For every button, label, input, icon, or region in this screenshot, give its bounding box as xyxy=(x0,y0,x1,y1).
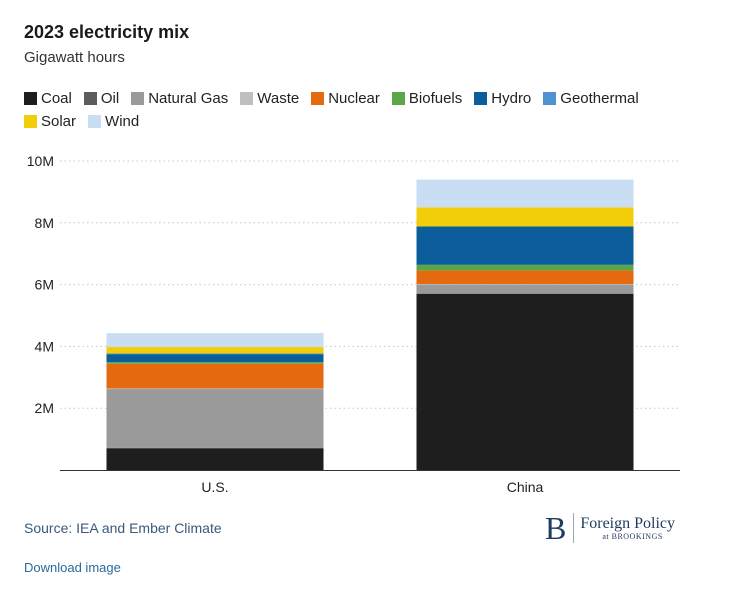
y-tick-label: 4M xyxy=(35,338,54,354)
bar-segment-waste xyxy=(106,388,324,390)
legend-swatch xyxy=(24,115,37,128)
legend-label: Biofuels xyxy=(408,90,463,107)
bar-segment-natural-gas xyxy=(416,284,634,294)
legend-label: Waste xyxy=(257,90,300,107)
legend-item: Hydro xyxy=(474,90,531,107)
bar-segment-hydro xyxy=(416,226,634,265)
legend-label: Coal xyxy=(41,90,72,107)
legend-swatch xyxy=(24,92,37,105)
y-tick-label: 10M xyxy=(27,153,54,169)
bar-segment-solar xyxy=(106,347,324,354)
legend-item: Waste xyxy=(240,90,299,107)
y-tick-label: 8M xyxy=(35,215,54,231)
bar-segment-coal xyxy=(106,448,324,470)
bar-segment-natural-gas xyxy=(106,389,324,448)
legend-swatch xyxy=(83,92,97,105)
logo-main-text: Foreign Policy xyxy=(580,514,676,532)
y-tick-label: 6M xyxy=(35,277,54,293)
legend-item: Biofuels xyxy=(391,90,463,107)
bar-segment-nuclear xyxy=(416,270,634,284)
chart-plot: 2M 4M 6M 8M 10M U.S. China xyxy=(27,153,680,495)
legend-swatch xyxy=(391,92,405,105)
legend-item: Coal xyxy=(24,90,72,107)
bar-segment-nuclear xyxy=(106,363,324,389)
chart-title: 2023 electricity mix xyxy=(24,22,190,42)
legend-swatch xyxy=(131,92,145,105)
legend-label: Nuclear xyxy=(328,90,380,107)
y-tick-label: 2M xyxy=(35,400,54,416)
bar-segment-oil xyxy=(106,447,324,449)
logo-text: Foreign Policy at BROOKINGS xyxy=(580,515,675,542)
x-category-label: China xyxy=(507,479,544,495)
chart-legend: Coal Oil Natural Gas Waste Nuclear Biofuels Hy… xyxy=(24,90,704,130)
legend-label: Hydro xyxy=(491,90,532,107)
legend-swatch xyxy=(88,115,102,128)
x-category-label: U.S. xyxy=(201,479,228,495)
legend-item: Oil xyxy=(83,90,120,107)
bar-segment-solar xyxy=(416,207,634,227)
bar-segment-biofuels xyxy=(416,264,634,271)
bar-segment-wind xyxy=(106,333,324,348)
legend-label: Solar xyxy=(41,113,77,130)
legend-label: Natural Gas xyxy=(148,90,229,107)
legend-swatch xyxy=(311,92,325,105)
legend-swatch xyxy=(240,92,254,105)
legend-label: Geothermal xyxy=(560,90,639,107)
logo-divider xyxy=(573,513,575,543)
logo-sub-text: at BROOKINGS xyxy=(602,532,663,542)
bar-segment-waste xyxy=(416,283,634,285)
bar-segment-wind xyxy=(416,179,634,208)
logo-letter: B xyxy=(545,510,567,546)
legend-swatch xyxy=(543,92,557,105)
legend-item: Geothermal xyxy=(543,90,639,107)
foreign-policy-logo: B Foreign Policy at BROOKINGS xyxy=(545,512,675,544)
download-image-link[interactable]: Download image xyxy=(24,560,121,575)
bar-segment-coal xyxy=(416,293,634,470)
chart-subtitle: Gigawatt hours xyxy=(24,49,125,66)
bar-segment-hydro xyxy=(106,354,324,363)
bar-segment-geothermal xyxy=(106,353,324,355)
bar-segment-biofuels xyxy=(106,362,324,364)
legend-item: Nuclear xyxy=(311,90,380,107)
legend-item: Wind xyxy=(88,113,139,130)
legend-label: Oil xyxy=(100,90,120,107)
source-note: Source: IEA and Ember Climate xyxy=(24,520,222,536)
legend-swatch xyxy=(474,92,488,105)
legend-item: Natural Gas xyxy=(131,90,228,107)
legend-item: Solar xyxy=(24,113,76,130)
legend-label: Wind xyxy=(105,113,140,130)
